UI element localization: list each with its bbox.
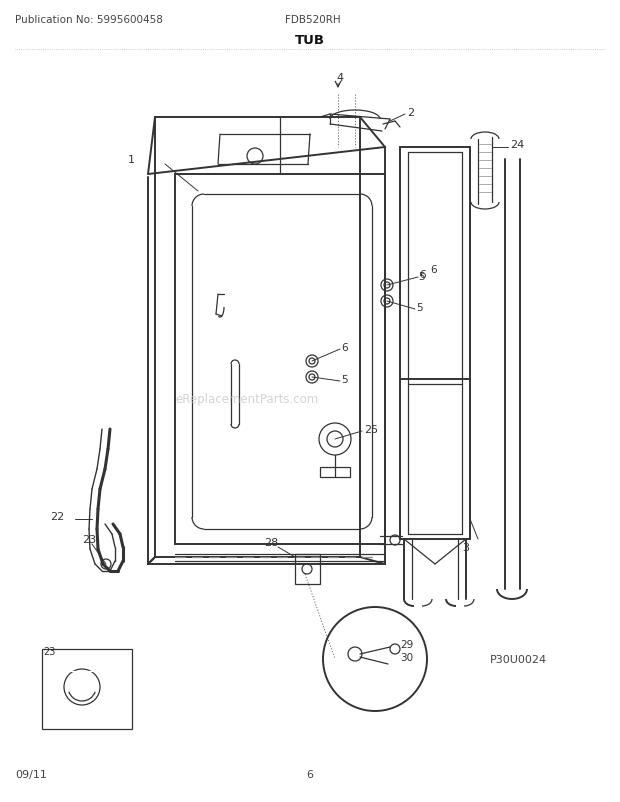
Bar bbox=[42, 649, 132, 729]
Text: 29: 29 bbox=[400, 639, 414, 649]
Text: 24: 24 bbox=[510, 140, 525, 150]
Text: 5: 5 bbox=[418, 272, 425, 282]
Text: FDB520RH: FDB520RH bbox=[285, 15, 340, 25]
Text: 4: 4 bbox=[337, 73, 343, 83]
Bar bbox=[320, 468, 350, 477]
Text: 3: 3 bbox=[462, 542, 469, 553]
Text: TUB: TUB bbox=[295, 34, 325, 47]
Text: eReplacementParts.com: eReplacementParts.com bbox=[175, 393, 318, 406]
Text: 30: 30 bbox=[400, 652, 413, 662]
Text: 22: 22 bbox=[50, 512, 64, 521]
Text: 6: 6 bbox=[341, 342, 348, 353]
Text: P30U0024: P30U0024 bbox=[490, 654, 547, 664]
Text: 23: 23 bbox=[82, 534, 96, 545]
Text: 5: 5 bbox=[416, 302, 423, 313]
Text: 6: 6 bbox=[306, 769, 314, 779]
Text: 1: 1 bbox=[128, 155, 135, 164]
Text: 5: 5 bbox=[341, 375, 348, 384]
Text: 09/11: 09/11 bbox=[15, 769, 47, 779]
Text: 23: 23 bbox=[43, 646, 55, 656]
Text: 6: 6 bbox=[430, 265, 436, 274]
Bar bbox=[295, 554, 320, 585]
Text: 6: 6 bbox=[419, 269, 425, 280]
Text: Publication No: 5995600458: Publication No: 5995600458 bbox=[15, 15, 163, 25]
Text: 28: 28 bbox=[264, 537, 278, 547]
Text: 2: 2 bbox=[407, 107, 414, 118]
Text: 25: 25 bbox=[364, 424, 378, 435]
